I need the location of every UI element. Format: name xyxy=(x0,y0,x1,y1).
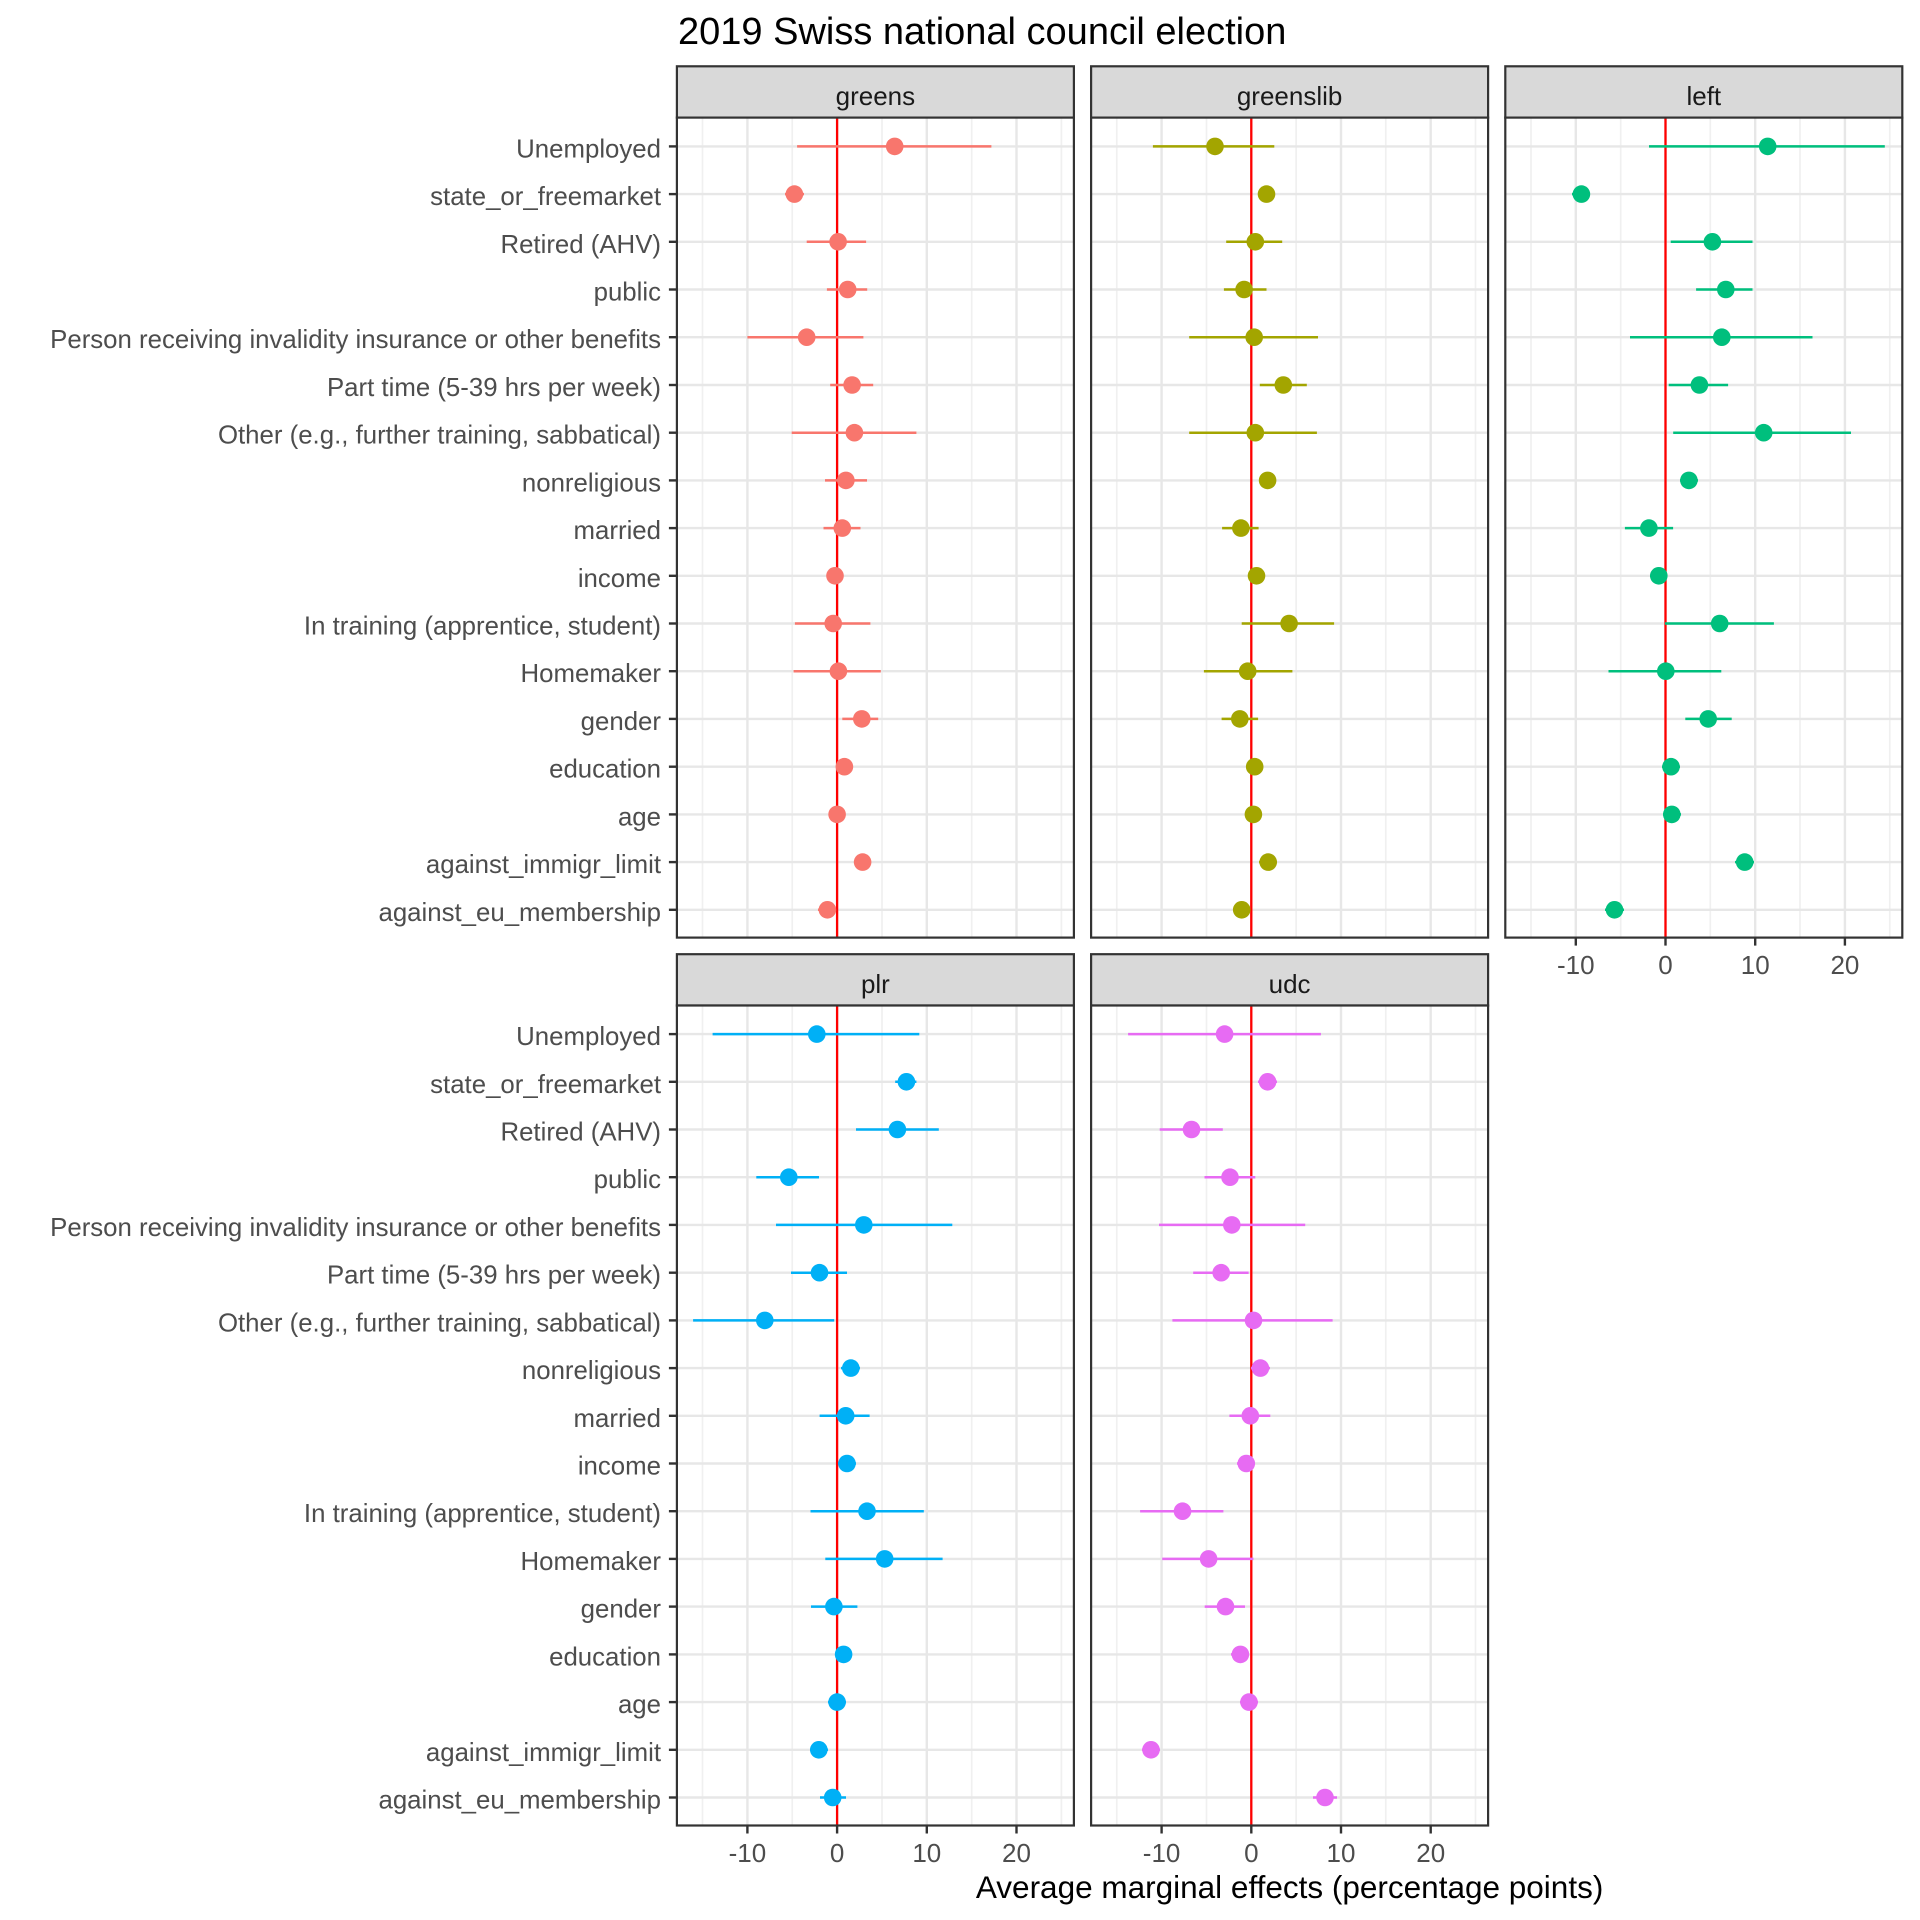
svg-text:left: left xyxy=(1686,81,1721,111)
svg-text:education: education xyxy=(549,756,661,784)
svg-text:education: education xyxy=(549,1643,661,1671)
svg-text:Other (e.g., further training,: Other (e.g., further training, sabbatica… xyxy=(218,422,661,450)
svg-text:against_eu_membership: against_eu_membership xyxy=(378,1787,661,1815)
svg-text:20: 20 xyxy=(1002,1838,1031,1868)
svg-text:state_or_freemarket: state_or_freemarket xyxy=(430,1071,661,1099)
svg-text:against_immigr_limit: against_immigr_limit xyxy=(426,1739,661,1767)
svg-text:nonreligious: nonreligious xyxy=(522,1357,661,1385)
svg-text:In training (apprentice, stude: In training (apprentice, student) xyxy=(304,1500,661,1528)
svg-text:Average marginal effects (perc: Average marginal effects (percentage poi… xyxy=(976,1869,1603,1905)
svg-text:age: age xyxy=(618,1691,661,1719)
svg-text:married: married xyxy=(574,517,661,545)
svg-text:married: married xyxy=(574,1405,661,1433)
svg-text:public: public xyxy=(594,279,662,307)
svg-text:Homemaker: Homemaker xyxy=(521,660,662,688)
svg-text:0: 0 xyxy=(1244,1838,1258,1868)
svg-text:Unemployed: Unemployed xyxy=(516,135,661,163)
svg-text:against_eu_membership: against_eu_membership xyxy=(378,899,661,927)
svg-text:Unemployed: Unemployed xyxy=(516,1023,661,1051)
svg-text:10: 10 xyxy=(912,1838,941,1868)
svg-text:state_or_freemarket: state_or_freemarket xyxy=(430,183,661,211)
svg-text:-10: -10 xyxy=(1143,1838,1181,1868)
svg-text:gender: gender xyxy=(581,708,662,736)
svg-text:against_immigr_limit: against_immigr_limit xyxy=(426,851,661,879)
svg-text:Retired (AHV): Retired (AHV) xyxy=(500,1119,661,1147)
svg-text:nonreligious: nonreligious xyxy=(522,469,661,497)
svg-text:Other (e.g., further training,: Other (e.g., further training, sabbatica… xyxy=(218,1309,661,1337)
svg-text:Retired (AHV): Retired (AHV) xyxy=(500,231,661,259)
svg-text:Person receiving invalidity in: Person receiving invalidity insurance or… xyxy=(50,1214,661,1242)
svg-text:10: 10 xyxy=(1741,950,1770,980)
svg-text:In training (apprentice, stude: In training (apprentice, student) xyxy=(304,613,661,641)
svg-text:greens: greens xyxy=(836,81,916,111)
svg-text:Part time (5-39 hrs per week): Part time (5-39 hrs per week) xyxy=(327,1262,661,1290)
svg-text:Person receiving invalidity in: Person receiving invalidity insurance or… xyxy=(50,326,661,354)
svg-text:age: age xyxy=(618,803,661,831)
svg-text:public: public xyxy=(594,1166,662,1194)
svg-text:-10: -10 xyxy=(1557,950,1595,980)
svg-text:0: 0 xyxy=(1658,950,1672,980)
svg-text:Part time (5-39 hrs per week): Part time (5-39 hrs per week) xyxy=(327,374,661,402)
svg-text:20: 20 xyxy=(1416,1838,1445,1868)
svg-text:Homemaker: Homemaker xyxy=(521,1548,662,1576)
svg-text:gender: gender xyxy=(581,1596,662,1624)
svg-text:plr: plr xyxy=(861,969,890,999)
svg-text:2019 Swiss national council el: 2019 Swiss national council election xyxy=(678,11,1286,53)
svg-text:0: 0 xyxy=(830,1838,844,1868)
svg-text:greenslib: greenslib xyxy=(1237,81,1343,111)
svg-text:udc: udc xyxy=(1269,969,1311,999)
svg-text:20: 20 xyxy=(1830,950,1859,980)
svg-text:income: income xyxy=(578,565,661,593)
svg-text:income: income xyxy=(578,1453,661,1481)
svg-text:10: 10 xyxy=(1327,1838,1356,1868)
svg-text:-10: -10 xyxy=(729,1838,767,1868)
